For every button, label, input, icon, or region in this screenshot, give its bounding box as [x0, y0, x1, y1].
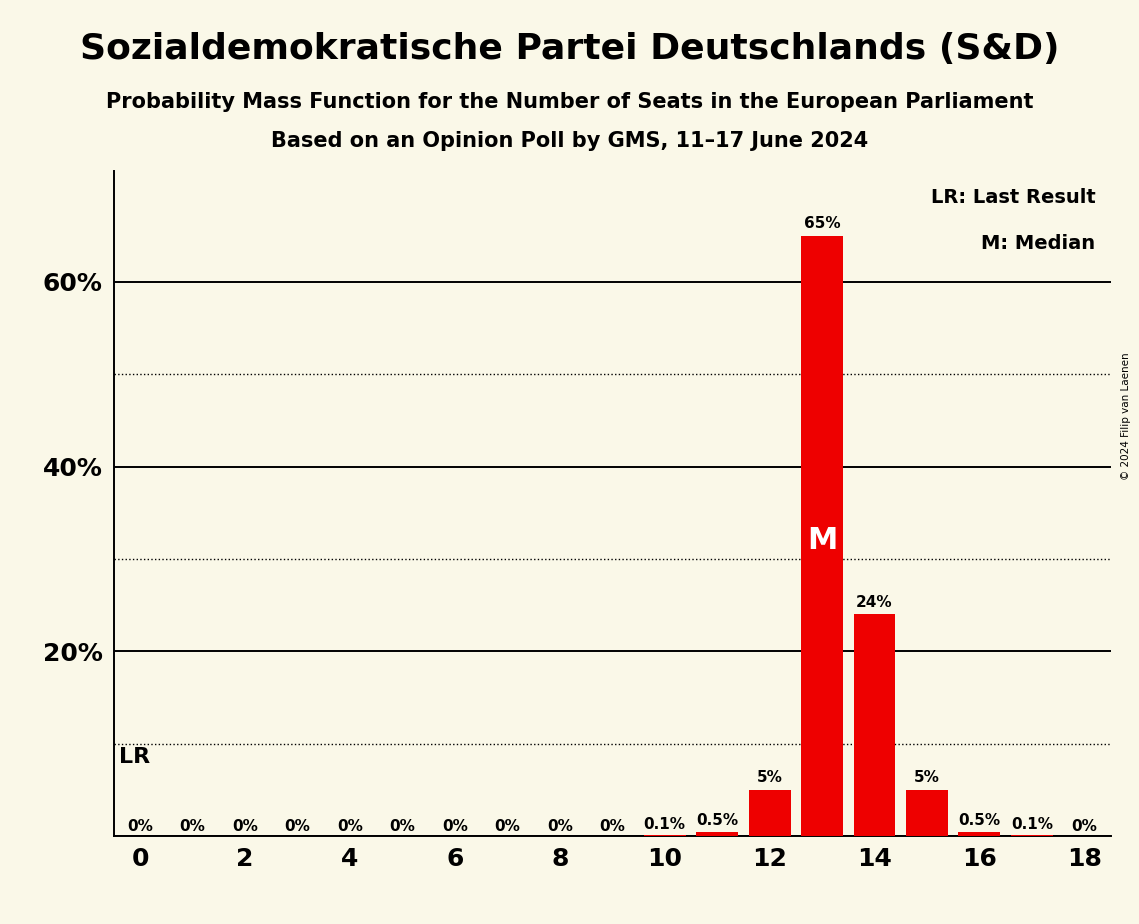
Text: 0%: 0% — [494, 820, 521, 834]
Text: 0.1%: 0.1% — [1010, 817, 1052, 832]
Bar — [801, 236, 843, 836]
Text: 0.5%: 0.5% — [958, 813, 1000, 828]
Text: 24%: 24% — [857, 595, 893, 610]
Text: 5%: 5% — [913, 771, 940, 785]
Text: 65%: 65% — [804, 216, 841, 231]
Text: 0%: 0% — [390, 820, 416, 834]
Text: LR: Last Result: LR: Last Result — [931, 188, 1096, 207]
Text: © 2024 Filip van Laenen: © 2024 Filip van Laenen — [1121, 352, 1131, 480]
Bar — [748, 790, 790, 836]
Text: 5%: 5% — [756, 771, 782, 785]
Text: 0%: 0% — [232, 820, 257, 834]
Bar — [853, 614, 895, 836]
Text: M: M — [806, 526, 837, 555]
Bar — [696, 832, 738, 836]
Text: 0%: 0% — [128, 820, 153, 834]
Text: 0%: 0% — [1072, 820, 1097, 834]
Bar — [958, 832, 1000, 836]
Text: Probability Mass Function for the Number of Seats in the European Parliament: Probability Mass Function for the Number… — [106, 92, 1033, 113]
Text: 0.5%: 0.5% — [696, 813, 738, 828]
Text: 0%: 0% — [180, 820, 205, 834]
Bar — [1010, 835, 1052, 836]
Text: Sozialdemokratische Partei Deutschlands (S&D): Sozialdemokratische Partei Deutschlands … — [80, 32, 1059, 67]
Bar — [906, 790, 948, 836]
Text: LR: LR — [118, 748, 150, 767]
Text: M: Median: M: Median — [982, 234, 1096, 253]
Bar — [644, 835, 686, 836]
Text: 0%: 0% — [442, 820, 468, 834]
Text: Based on an Opinion Poll by GMS, 11–17 June 2024: Based on an Opinion Poll by GMS, 11–17 J… — [271, 131, 868, 152]
Text: 0%: 0% — [285, 820, 311, 834]
Text: 0%: 0% — [337, 820, 363, 834]
Text: 0%: 0% — [547, 820, 573, 834]
Text: 0%: 0% — [599, 820, 625, 834]
Text: 0.1%: 0.1% — [644, 817, 686, 832]
